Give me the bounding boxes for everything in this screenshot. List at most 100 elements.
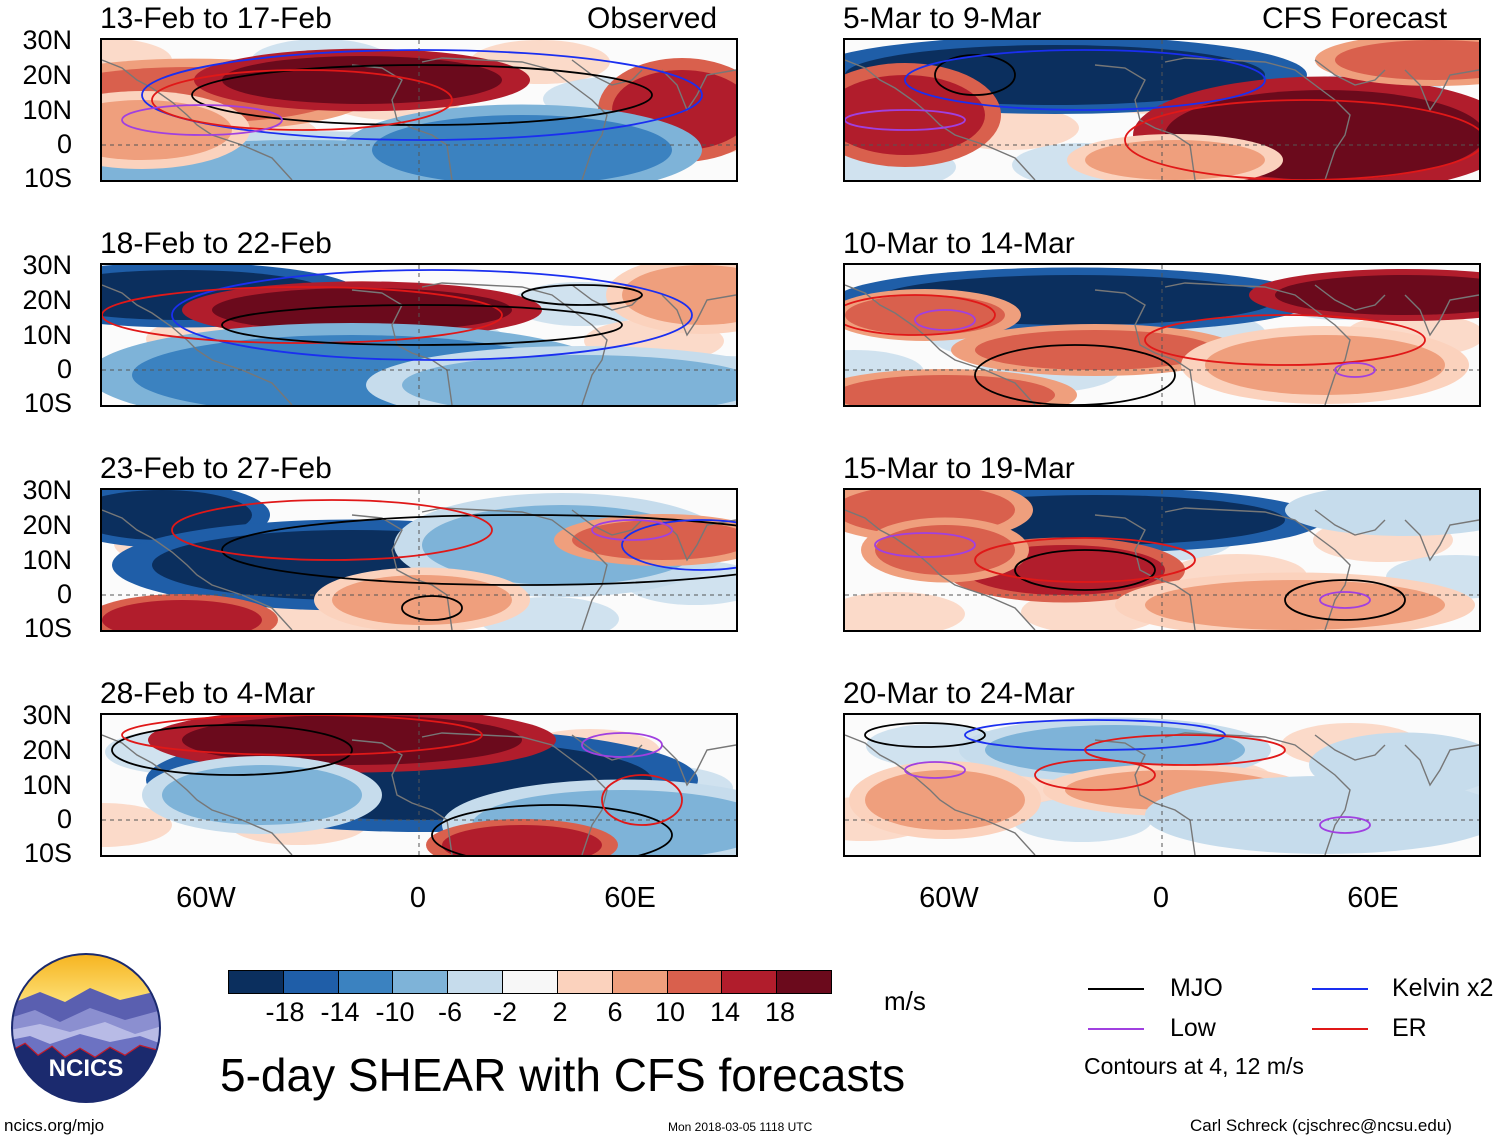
lon-label-0-right: 0 (1152, 882, 1170, 914)
wave-contour (221, 304, 623, 346)
wave-contour (845, 294, 996, 336)
wave-contour (621, 519, 736, 571)
ncics-logo: NCICS (10, 952, 162, 1104)
lat-label: 0 (56, 129, 72, 159)
anomaly-core (1305, 490, 1479, 530)
colorbar-swatch (392, 971, 448, 993)
wave-contour (974, 344, 1176, 405)
colorbar-swatch (502, 971, 557, 993)
lat-label: 20N (22, 60, 72, 90)
lat-label: 10S (23, 388, 72, 418)
wave-contour (141, 49, 703, 141)
lat-label: 10S (23, 163, 72, 193)
anomaly-core (1085, 140, 1265, 180)
colorbar (228, 970, 832, 994)
observed-header: Observed (587, 2, 718, 35)
lat-label: 10N (22, 545, 72, 575)
wave-contour (1034, 759, 1156, 791)
footer-author: Carl Schreck (cjschrec@ncsu.edu) (1190, 1116, 1452, 1135)
lat-label: 0 (56, 804, 72, 834)
colorbar-swatch (447, 971, 503, 993)
lat-label: 10N (22, 95, 72, 125)
anomaly-core (975, 330, 1215, 370)
anomaly-core (372, 115, 672, 180)
panel-title-fcst-1: 5-Mar to 9-Mar (843, 2, 1042, 35)
anomaly-core (1335, 40, 1479, 80)
lat-label: 0 (56, 354, 72, 384)
anomaly-core (332, 575, 512, 625)
panel-title-fcst-3: 15-Mar to 19-Mar (843, 452, 1075, 485)
legend-label-mjo: MJO (1170, 974, 1223, 1002)
legend-label-er: ER (1392, 1014, 1427, 1042)
anomaly-core (442, 825, 602, 855)
anomaly-core (622, 265, 736, 325)
wave-contour (591, 519, 673, 541)
lat-label: 30N (22, 475, 72, 505)
colorbar-tick: 18 (764, 997, 796, 1027)
footer-url[interactable]: ncics.org/mjo (4, 1116, 105, 1135)
logo-text: NCICS (49, 1055, 124, 1082)
wave-contour (601, 774, 683, 826)
wave-contour (581, 732, 663, 758)
coastline (845, 57, 1479, 180)
panel-title-obs-3: 23-Feb to 27-Feb (100, 452, 332, 485)
main-title: 5-day SHEAR with CFS forecasts (220, 1049, 906, 1101)
colorbar-swatch (556, 971, 612, 993)
anomaly-core (1205, 335, 1445, 395)
anomaly-shading (102, 803, 172, 847)
lon-label-60e-left: 60E (604, 882, 656, 914)
wave-contour (151, 69, 453, 131)
legend-label-low: Low (1170, 1014, 1216, 1042)
coastline (102, 732, 736, 855)
lon-label-60w-right: 60W (919, 882, 979, 914)
colorbar-swatch (611, 971, 667, 993)
wave-contour (845, 109, 966, 131)
colorbar-tick: 2 (552, 997, 568, 1027)
anomaly-core (102, 600, 262, 630)
legend-label-kelvin: Kelvin x2 (1392, 974, 1494, 1002)
anomaly-core (222, 56, 502, 104)
coastline (845, 732, 1479, 855)
wave-contour (111, 724, 353, 776)
wave-contour (121, 104, 283, 136)
wave-contour (401, 595, 463, 621)
wave-contour (1334, 362, 1376, 378)
colorbar-swatch (337, 971, 393, 993)
wave-contour (171, 269, 693, 361)
wave-contour (904, 761, 966, 779)
anomaly-core (1145, 580, 1445, 630)
wave-contour (1084, 734, 1286, 766)
wave-contour (431, 804, 673, 855)
wave-contour (1014, 549, 1156, 591)
lat-label: 10S (23, 838, 72, 868)
colorbar-tick: 10 (654, 997, 686, 1027)
colorbar-tick: 6 (607, 997, 623, 1027)
anomaly-core (845, 375, 1055, 405)
map-panel-obs-4 (100, 713, 738, 857)
map-panel-fcst-1 (843, 38, 1481, 182)
anomaly-core (572, 520, 736, 560)
panel-title-obs-2: 18-Feb to 22-Feb (100, 227, 332, 260)
wave-contour (171, 499, 493, 561)
colorbar-swatch (666, 971, 722, 993)
wave-contour (964, 719, 1226, 751)
map-panel-obs-1 (100, 38, 738, 182)
lat-label: 20N (22, 735, 72, 765)
panel-title-obs-4: 28-Feb to 4-Mar (100, 677, 316, 710)
lat-label: 20N (22, 285, 72, 315)
anomaly-core (1175, 785, 1475, 845)
footer-timestamp: Mon 2018-03-05 1118 UTC (668, 1120, 813, 1134)
wave-contour (1319, 591, 1371, 609)
anomaly-core (1325, 740, 1479, 790)
coastline (845, 507, 1479, 630)
wave-contour (974, 537, 1196, 583)
wave-contour (1319, 816, 1371, 834)
lat-label: 30N (22, 700, 72, 730)
wave-contour (1124, 99, 1479, 180)
wave-contour (934, 54, 1016, 96)
legend-line-er (1312, 1028, 1368, 1030)
lat-label: 0 (56, 579, 72, 609)
map-panel-fcst-3 (843, 488, 1481, 632)
panel-title-obs-1: 13-Feb to 17-Feb (100, 2, 332, 35)
lat-label: 10S (23, 613, 72, 643)
